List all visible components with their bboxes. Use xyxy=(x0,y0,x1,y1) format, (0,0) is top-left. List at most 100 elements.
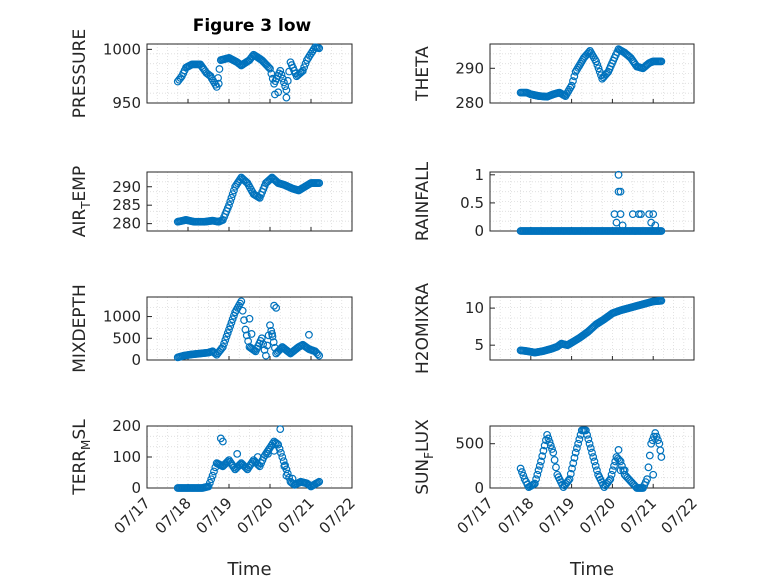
data-point xyxy=(656,446,665,455)
y-axis-label: SUNFLUX xyxy=(413,419,436,495)
data-point xyxy=(569,459,578,468)
x-tick-label: 07/19 xyxy=(535,494,578,537)
data-point xyxy=(644,463,653,472)
data-point xyxy=(519,471,528,480)
data-point xyxy=(278,453,287,461)
data-point xyxy=(537,457,545,466)
data-point xyxy=(225,325,233,334)
data-point xyxy=(283,76,292,85)
data-point xyxy=(569,77,577,85)
data-point xyxy=(305,330,313,339)
data-point xyxy=(549,448,558,457)
y-tick-label: 1000 xyxy=(103,40,141,58)
x-tick-label: 07/17 xyxy=(111,494,154,537)
data-point xyxy=(274,88,283,97)
data-point xyxy=(263,62,272,71)
data-point xyxy=(566,469,575,478)
data-point xyxy=(595,67,604,76)
x-axis-label: Time xyxy=(569,559,614,580)
data-point xyxy=(263,341,272,350)
data-point xyxy=(272,303,281,312)
y-tick-label: 0 xyxy=(474,479,484,497)
data-point xyxy=(616,457,625,466)
data-point xyxy=(275,345,284,354)
data-point xyxy=(612,218,621,227)
data-point xyxy=(593,60,602,69)
data-point xyxy=(588,448,596,457)
data-point xyxy=(610,461,618,470)
x-tick-label: 07/18 xyxy=(494,494,537,537)
data-point xyxy=(530,479,539,488)
data-point xyxy=(657,57,666,66)
y-tick-label: 0 xyxy=(474,222,484,240)
data-point xyxy=(552,463,560,472)
data-point xyxy=(245,314,254,323)
data-point xyxy=(282,471,291,480)
data-point xyxy=(244,56,253,65)
data-point xyxy=(637,210,645,219)
y-axis-label: AIRTEMP xyxy=(70,166,93,237)
data-point xyxy=(575,435,584,444)
data-point xyxy=(585,439,594,448)
data-point xyxy=(657,453,666,461)
y-axis-label: MIXDEPTH xyxy=(70,284,90,373)
data-point xyxy=(651,221,660,230)
data-point xyxy=(222,458,231,467)
data-point xyxy=(296,69,305,77)
data-point xyxy=(565,475,574,484)
data-point xyxy=(282,93,291,102)
data-point xyxy=(570,72,579,81)
data-point xyxy=(548,445,556,453)
data-point xyxy=(546,441,555,450)
data-point xyxy=(300,63,309,72)
data-point xyxy=(533,470,542,479)
data-point xyxy=(574,439,583,448)
data-point xyxy=(221,336,230,344)
x-tick-label: 07/21 xyxy=(617,494,660,537)
y-axis-label: THETA xyxy=(413,46,433,102)
axes-box xyxy=(146,296,353,361)
data-point xyxy=(218,343,227,351)
data-point xyxy=(544,434,553,443)
data-point xyxy=(518,468,526,476)
data-point xyxy=(618,221,627,230)
y-tick-label: 500 xyxy=(455,435,484,453)
data-point xyxy=(651,429,660,437)
subplot-6: 5 10 H2OMIXRA xyxy=(413,283,695,374)
data-point xyxy=(589,453,598,461)
data-point xyxy=(315,477,324,486)
y-tick-label: 0 xyxy=(131,479,141,497)
data-point xyxy=(606,475,615,484)
data-point xyxy=(550,456,559,464)
subplot-4: 0 0.5 1 RAINFALL xyxy=(413,161,695,241)
data-point xyxy=(315,44,324,53)
data-point xyxy=(571,448,580,457)
y-tick-label: 950 xyxy=(112,94,141,112)
figure-title: Figure 3 low xyxy=(193,16,312,36)
data-point xyxy=(264,445,273,454)
data-point xyxy=(274,440,283,449)
x-axis-label: Time xyxy=(226,559,271,580)
data-point xyxy=(277,448,285,457)
data-point xyxy=(240,316,248,325)
data-point xyxy=(238,306,247,315)
data-point xyxy=(223,329,232,337)
data-point xyxy=(266,64,274,73)
data-point xyxy=(226,322,235,331)
y-tick-label: 285 xyxy=(112,196,141,214)
x-tick-label: 07/20 xyxy=(576,494,619,537)
data-point xyxy=(586,444,595,453)
y-tick-label: 5 xyxy=(474,336,484,354)
data-point xyxy=(215,65,224,73)
data-point xyxy=(543,430,552,439)
data-point xyxy=(652,432,661,441)
data-point xyxy=(643,475,651,484)
data-point xyxy=(594,64,603,73)
data-point xyxy=(545,438,554,446)
data-point xyxy=(280,462,289,471)
data-point xyxy=(620,466,629,475)
data-point xyxy=(233,450,242,458)
subplot-1: 950 1000 PRESSURE xyxy=(70,29,353,118)
data-point xyxy=(645,451,654,460)
